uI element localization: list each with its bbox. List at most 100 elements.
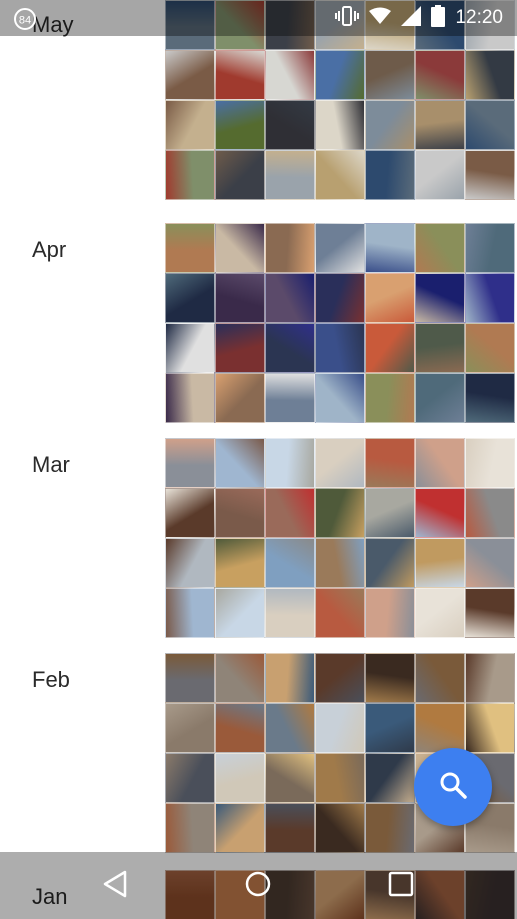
- photo-thumbnail[interactable]: [415, 100, 465, 150]
- photo-thumbnail[interactable]: [265, 438, 315, 488]
- photo-thumbnail[interactable]: [365, 223, 415, 273]
- photo-thumbnail[interactable]: [265, 538, 315, 588]
- photo-thumbnail[interactable]: [315, 488, 365, 538]
- photo-thumbnail[interactable]: [465, 0, 515, 50]
- photo-thumbnail[interactable]: [315, 50, 365, 100]
- photo-thumbnail[interactable]: [315, 870, 365, 919]
- photo-thumbnail[interactable]: [165, 488, 215, 538]
- photo-thumbnail[interactable]: [415, 273, 465, 323]
- photo-thumbnail[interactable]: [265, 653, 315, 703]
- photo-thumbnail[interactable]: [315, 803, 365, 853]
- photo-thumbnail[interactable]: [415, 588, 465, 638]
- photo-thumbnail[interactable]: [415, 538, 465, 588]
- photo-thumbnail[interactable]: [265, 488, 315, 538]
- search-fab-button[interactable]: [414, 748, 492, 826]
- photo-thumbnail[interactable]: [365, 150, 415, 200]
- photo-thumbnail[interactable]: [315, 538, 365, 588]
- photo-thumbnail[interactable]: [465, 438, 515, 488]
- photo-thumbnail[interactable]: [265, 803, 315, 853]
- photo-thumbnail[interactable]: [215, 438, 265, 488]
- photo-thumbnail[interactable]: [465, 373, 515, 423]
- photo-thumbnail[interactable]: [265, 50, 315, 100]
- photo-thumbnail[interactable]: [265, 100, 315, 150]
- photo-thumbnail[interactable]: [365, 438, 415, 488]
- photo-thumbnail[interactable]: [165, 0, 215, 50]
- photo-thumbnail[interactable]: [365, 588, 415, 638]
- photo-thumbnail[interactable]: [215, 588, 265, 638]
- photo-thumbnail[interactable]: [365, 50, 415, 100]
- photo-thumbnail[interactable]: [315, 753, 365, 803]
- photo-thumbnail[interactable]: [365, 373, 415, 423]
- photo-thumbnail[interactable]: [165, 373, 215, 423]
- photo-thumbnail[interactable]: [215, 223, 265, 273]
- photo-thumbnail[interactable]: [465, 588, 515, 638]
- photo-thumbnail[interactable]: [215, 653, 265, 703]
- photo-thumbnail[interactable]: [165, 538, 215, 588]
- photo-thumbnail[interactable]: [365, 753, 415, 803]
- photo-thumbnail[interactable]: [465, 150, 515, 200]
- photo-thumbnail[interactable]: [265, 373, 315, 423]
- photo-thumbnail[interactable]: [315, 100, 365, 150]
- photo-thumbnail[interactable]: [415, 50, 465, 100]
- photo-thumbnail[interactable]: [315, 273, 365, 323]
- photo-thumbnail[interactable]: [415, 438, 465, 488]
- photo-thumbnail[interactable]: [165, 438, 215, 488]
- photo-thumbnail[interactable]: [465, 488, 515, 538]
- photo-thumbnail[interactable]: [165, 753, 215, 803]
- photo-thumbnail[interactable]: [165, 653, 215, 703]
- photo-thumbnail[interactable]: [365, 488, 415, 538]
- photo-thumbnail[interactable]: [215, 803, 265, 853]
- photo-thumbnail[interactable]: [465, 100, 515, 150]
- photo-thumbnail[interactable]: [215, 50, 265, 100]
- photo-thumbnail[interactable]: [215, 273, 265, 323]
- photo-thumbnail[interactable]: [265, 753, 315, 803]
- home-button[interactable]: [238, 866, 278, 906]
- photo-thumbnail[interactable]: [215, 373, 265, 423]
- photo-thumbnail[interactable]: [215, 0, 265, 50]
- photo-thumbnail[interactable]: [465, 273, 515, 323]
- photo-thumbnail[interactable]: [415, 323, 465, 373]
- photo-thumbnail[interactable]: [465, 703, 515, 753]
- photo-thumbnail[interactable]: [365, 538, 415, 588]
- photo-thumbnail[interactable]: [165, 273, 215, 323]
- back-button[interactable]: [95, 866, 135, 906]
- photo-thumbnail[interactable]: [215, 538, 265, 588]
- photo-thumbnail[interactable]: [165, 150, 215, 200]
- photo-thumbnail[interactable]: [365, 323, 415, 373]
- photo-thumbnail[interactable]: [465, 223, 515, 273]
- photo-thumbnail[interactable]: [165, 803, 215, 853]
- photo-thumbnail[interactable]: [265, 588, 315, 638]
- photo-thumbnail[interactable]: [215, 488, 265, 538]
- photo-thumbnail[interactable]: [315, 323, 365, 373]
- photo-thumbnail[interactable]: [265, 150, 315, 200]
- photo-thumbnail[interactable]: [165, 588, 215, 638]
- photo-thumbnail[interactable]: [415, 223, 465, 273]
- photo-thumbnail[interactable]: [165, 50, 215, 100]
- photo-thumbnail[interactable]: [465, 870, 515, 919]
- photo-thumbnail[interactable]: [365, 273, 415, 323]
- photo-thumbnail[interactable]: [165, 870, 215, 919]
- photo-thumbnail[interactable]: [365, 653, 415, 703]
- photo-thumbnail[interactable]: [365, 803, 415, 853]
- photo-thumbnail[interactable]: [215, 150, 265, 200]
- photo-thumbnail[interactable]: [315, 588, 365, 638]
- photo-thumbnail[interactable]: [265, 323, 315, 373]
- photo-thumbnail[interactable]: [465, 323, 515, 373]
- photo-thumbnail[interactable]: [315, 0, 365, 50]
- photo-thumbnail[interactable]: [265, 870, 315, 919]
- photo-thumbnail[interactable]: [465, 538, 515, 588]
- photo-thumbnail[interactable]: [415, 488, 465, 538]
- photo-thumbnail[interactable]: [315, 373, 365, 423]
- photo-thumbnail[interactable]: [415, 150, 465, 200]
- photo-thumbnail[interactable]: [415, 653, 465, 703]
- photo-thumbnail[interactable]: [215, 703, 265, 753]
- photo-thumbnail[interactable]: [215, 323, 265, 373]
- photo-thumbnail[interactable]: [365, 703, 415, 753]
- photo-thumbnail[interactable]: [315, 150, 365, 200]
- photo-thumbnail[interactable]: [315, 653, 365, 703]
- photo-thumbnail[interactable]: [265, 223, 315, 273]
- photo-thumbnail[interactable]: [415, 703, 465, 753]
- photo-thumbnail[interactable]: [265, 273, 315, 323]
- photo-thumbnail[interactable]: [315, 223, 365, 273]
- photo-thumbnail[interactable]: [165, 703, 215, 753]
